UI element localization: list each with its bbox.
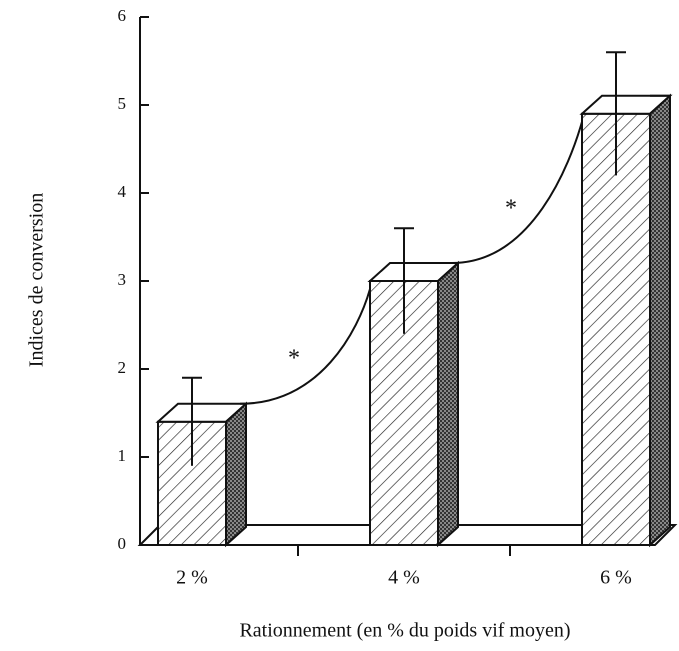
y-tick-label: 4: [118, 182, 127, 201]
x-tick-label: 2 %: [176, 567, 208, 589]
annotation: *: [505, 196, 517, 222]
bar-side: [649, 93, 671, 548]
y-axis-label: Indices de conversion: [26, 193, 48, 367]
y-tick-label: 3: [118, 270, 127, 289]
annotation: *: [288, 346, 300, 372]
y-tick-label: 5: [118, 94, 127, 113]
x-axis-label: Rationnement (en % du poids vif moyen): [239, 620, 570, 642]
x-tick-label: 6 %: [600, 567, 632, 589]
y-tick-label: 6: [118, 6, 127, 25]
y-tick-label: 1: [118, 446, 127, 465]
trend-curve: [451, 121, 583, 264]
trend-curve: [239, 288, 371, 405]
bar-side: [225, 401, 247, 548]
bar-side: [437, 260, 459, 548]
y-tick-label: 2: [118, 358, 127, 377]
x-tick-label: 4 %: [388, 567, 420, 589]
bar-front: [581, 112, 651, 547]
y-tick-label: 0: [118, 534, 127, 553]
